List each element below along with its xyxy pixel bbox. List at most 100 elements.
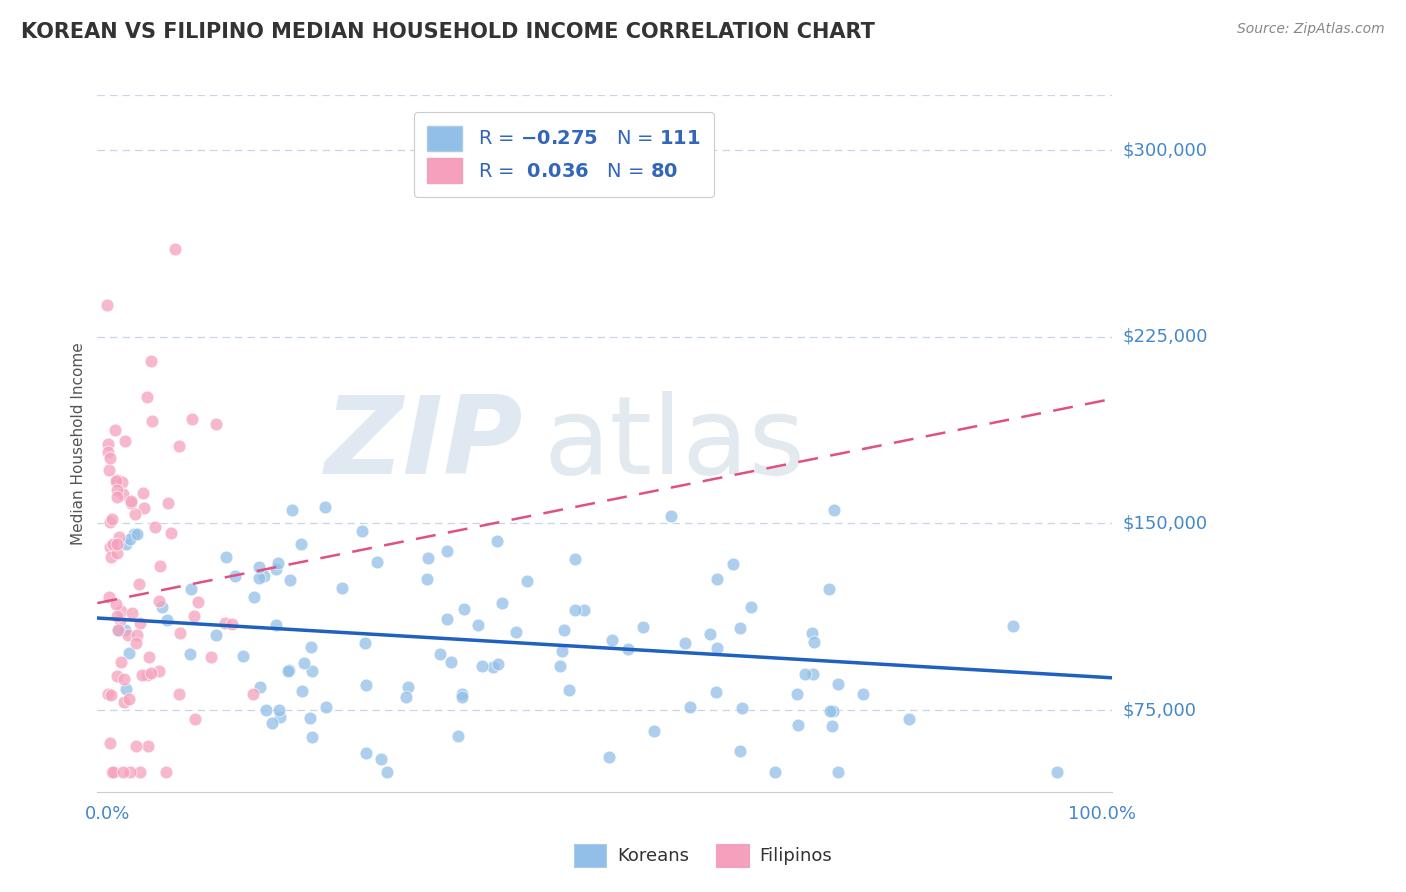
- Point: [292, 657, 315, 671]
- Point: [232, 648, 254, 663]
- Point: [467, 618, 489, 632]
- Point: [440, 655, 463, 669]
- Point: [827, 765, 849, 780]
- Point: [616, 642, 638, 657]
- Legend: R = $\mathbf{-0.275}$   N = $\mathbf{111}$, R = $\mathbf{\ 0.036}$   N = $\mathb: R = $\mathbf{-0.275}$ N = $\mathbf{111}$…: [413, 112, 714, 197]
- Point: [429, 648, 451, 662]
- Point: [803, 635, 825, 649]
- Point: [301, 730, 323, 744]
- Point: [117, 627, 139, 641]
- Point: [167, 687, 190, 701]
- Point: [120, 494, 142, 508]
- Point: [721, 557, 744, 571]
- Point: [105, 537, 128, 551]
- Text: atlas: atlas: [544, 391, 806, 497]
- Point: [110, 655, 132, 669]
- Point: [183, 712, 205, 726]
- Point: [104, 474, 127, 488]
- Point: [156, 613, 179, 627]
- Point: [107, 623, 129, 637]
- Point: [141, 414, 163, 428]
- Text: $300,000: $300,000: [1123, 141, 1208, 159]
- Point: [818, 582, 841, 596]
- Point: [156, 496, 179, 510]
- Point: [818, 704, 841, 718]
- Point: [128, 576, 150, 591]
- Point: [105, 491, 128, 505]
- Point: [124, 508, 146, 522]
- Point: [551, 643, 574, 657]
- Point: [730, 744, 752, 758]
- Point: [105, 609, 128, 624]
- Point: [112, 695, 135, 709]
- Point: [366, 555, 388, 569]
- Point: [183, 609, 205, 624]
- Point: [120, 495, 142, 509]
- Point: [125, 527, 148, 541]
- Text: Source: ZipAtlas.com: Source: ZipAtlas.com: [1237, 22, 1385, 37]
- Point: [138, 649, 160, 664]
- Point: [107, 530, 129, 544]
- Point: [416, 550, 439, 565]
- Point: [97, 687, 120, 701]
- Point: [278, 573, 301, 587]
- Point: [121, 606, 143, 620]
- Point: [169, 439, 191, 453]
- Point: [375, 765, 398, 780]
- Point: [105, 545, 128, 559]
- Point: [114, 434, 136, 449]
- Point: [118, 765, 141, 780]
- Point: [678, 699, 700, 714]
- Point: [801, 626, 824, 640]
- Point: [699, 627, 721, 641]
- Point: [731, 700, 754, 714]
- Point: [264, 618, 287, 632]
- Point: [763, 765, 786, 780]
- Point: [105, 483, 128, 497]
- Text: $150,000: $150,000: [1123, 515, 1208, 533]
- Point: [564, 602, 586, 616]
- Point: [215, 549, 238, 564]
- Point: [356, 747, 378, 761]
- Point: [98, 736, 121, 750]
- Point: [852, 687, 875, 701]
- Point: [481, 660, 503, 674]
- Point: [277, 664, 299, 678]
- Point: [436, 544, 458, 558]
- Point: [553, 624, 575, 638]
- Point: [163, 242, 186, 256]
- Text: KOREAN VS FILIPINO MEDIAN HOUSEHOLD INCOME CORRELATION CHART: KOREAN VS FILIPINO MEDIAN HOUSEHOLD INCO…: [21, 22, 875, 42]
- Point: [548, 658, 571, 673]
- Point: [253, 568, 276, 582]
- Point: [136, 668, 159, 682]
- Point: [301, 665, 323, 679]
- Point: [136, 390, 159, 404]
- Point: [242, 687, 264, 701]
- Point: [436, 612, 458, 626]
- Point: [131, 668, 153, 682]
- Point: [101, 512, 124, 526]
- Point: [278, 663, 301, 677]
- Point: [221, 616, 243, 631]
- Point: [354, 678, 377, 692]
- Point: [740, 600, 762, 615]
- Point: [396, 680, 419, 694]
- Point: [150, 600, 173, 615]
- Point: [98, 515, 121, 529]
- Point: [118, 533, 141, 547]
- Text: ZIP: ZIP: [325, 391, 523, 497]
- Point: [110, 604, 132, 618]
- Point: [187, 595, 209, 609]
- Point: [112, 672, 135, 686]
- Point: [155, 765, 177, 780]
- Point: [134, 501, 156, 516]
- Point: [330, 581, 353, 595]
- Point: [97, 445, 120, 459]
- Point: [124, 636, 146, 650]
- Point: [97, 437, 120, 451]
- Point: [280, 502, 302, 516]
- Point: [125, 628, 148, 642]
- Point: [486, 657, 509, 672]
- Point: [96, 298, 118, 312]
- Point: [786, 687, 808, 701]
